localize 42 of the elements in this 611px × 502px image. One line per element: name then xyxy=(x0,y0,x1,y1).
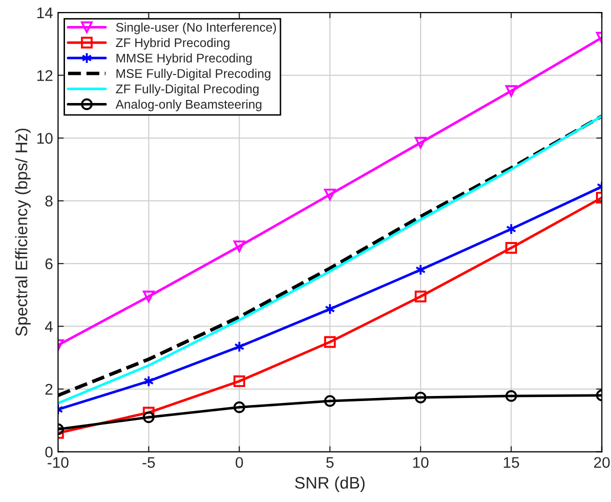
legend-label: Single-user (No Interference) xyxy=(116,22,276,34)
y-tick-label: 0 xyxy=(45,446,53,458)
y-tick-label: 6 xyxy=(45,258,53,270)
point xyxy=(324,188,336,200)
point xyxy=(142,290,155,302)
point xyxy=(324,303,336,315)
x-tick-label: 0 xyxy=(236,457,243,468)
y-tick-label: 4 xyxy=(45,321,53,332)
legend-label: Analog-only Beamsteering xyxy=(116,100,262,112)
point xyxy=(506,223,516,235)
point xyxy=(414,136,426,149)
point xyxy=(324,336,336,348)
x-axis-title: SNR (dB) xyxy=(295,476,365,492)
x-tick-label: 20 xyxy=(594,457,610,468)
point xyxy=(233,240,246,252)
legend-label: ZF Fully-Digital Precoding xyxy=(116,84,259,96)
point xyxy=(233,401,246,414)
point xyxy=(505,242,518,254)
y-tick-label: 8 xyxy=(45,196,53,206)
x-tick-label: -5 xyxy=(142,457,155,468)
y-tick-label: 2 xyxy=(45,384,52,395)
x-tick-label: 15 xyxy=(504,457,520,468)
y-tick-label: 10 xyxy=(37,132,53,144)
point xyxy=(505,85,518,97)
y-axis-title: Spectral Efficiency (bps/ Hz) xyxy=(15,128,31,336)
point xyxy=(143,375,154,388)
y-tick-label: 14 xyxy=(37,8,53,18)
point xyxy=(505,390,518,402)
point xyxy=(234,340,244,353)
x-tick-label: 10 xyxy=(413,457,428,468)
point xyxy=(414,290,426,302)
legend-label: MMSE Hybrid Precoding xyxy=(116,53,252,66)
x-tick-label: 5 xyxy=(326,457,334,468)
x-tick-label: -10 xyxy=(48,457,68,468)
point xyxy=(414,392,426,404)
y-tick-label: 12 xyxy=(37,70,52,81)
legend-label: ZF Hybrid Precoding xyxy=(116,38,230,50)
point xyxy=(324,395,336,407)
point xyxy=(233,375,246,388)
point xyxy=(142,411,155,424)
legend-label: MSE Fully-Digital Precoding xyxy=(116,68,270,80)
point xyxy=(415,264,426,276)
